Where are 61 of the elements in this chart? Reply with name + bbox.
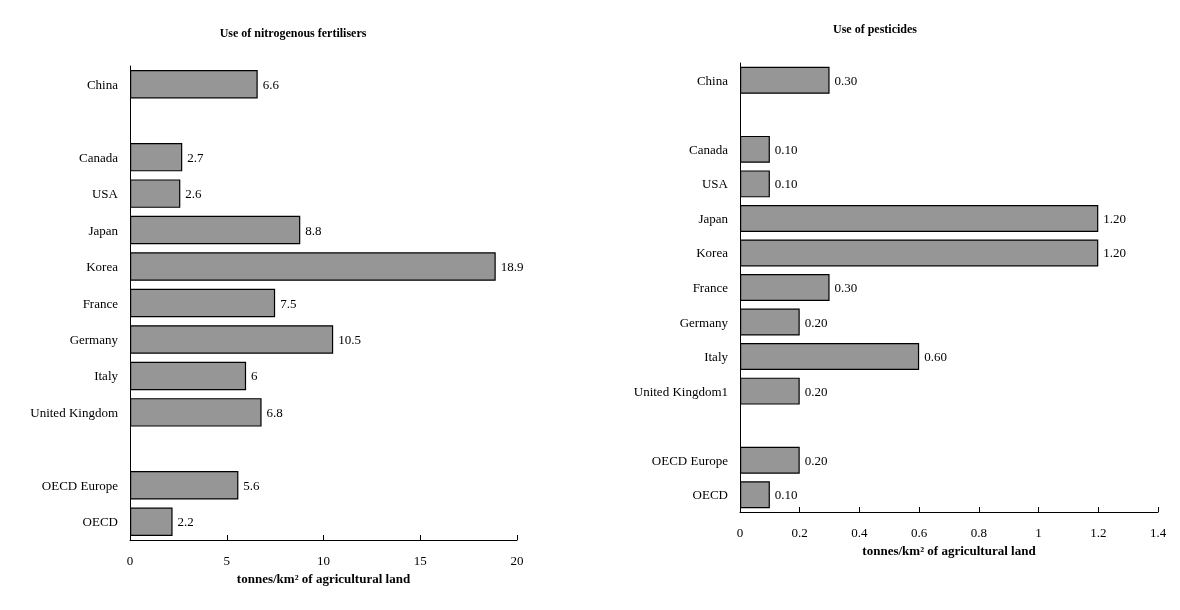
data-label: 2.6 xyxy=(185,186,203,202)
chart-title: Use of nitrogenous fertilisers xyxy=(219,26,367,40)
data-label: 0.20 xyxy=(804,452,828,468)
data-label: 18.9 xyxy=(500,259,524,275)
x-axis-title: tonnes/km² of agricultural land xyxy=(862,542,1037,558)
y-tick-label: Germany xyxy=(69,331,119,347)
data-label: 0.10 xyxy=(774,487,798,503)
y-tick-label: France xyxy=(82,295,119,311)
y-tick-label: China xyxy=(86,76,119,92)
data-label: 6 xyxy=(251,368,259,384)
data-label: 6.8 xyxy=(266,404,283,420)
data-label: 5.6 xyxy=(243,477,261,493)
data-label: 0.20 xyxy=(804,383,828,399)
x-tick-label: 15 xyxy=(413,553,427,568)
chart-title: Use of pesticides xyxy=(833,22,918,36)
y-tick-label: USA xyxy=(701,176,729,192)
y-tick-label: Japan xyxy=(698,210,729,226)
data-label: 1.20 xyxy=(1103,245,1127,261)
x-tick-label: 0.8 xyxy=(970,525,987,540)
y-tick-label: Canada xyxy=(689,141,729,157)
x-tick-label: 0.4 xyxy=(851,525,869,540)
x-tick-label: 0.2 xyxy=(791,525,808,540)
x-tick-label: 1 xyxy=(1035,525,1042,540)
x-tick-label: 1.2 xyxy=(1090,525,1107,540)
y-tick-label: China xyxy=(696,72,729,88)
x-tick-label: 0.6 xyxy=(911,525,928,540)
x-tick-label: 5 xyxy=(223,553,230,568)
y-tick-label: Korea xyxy=(696,245,729,261)
y-tick-label: Germany xyxy=(679,314,729,330)
x-axis-title: tonnes/km² of agricultural land xyxy=(236,570,411,586)
data-label: 8.8 xyxy=(305,222,322,238)
y-tick-label: OECD Europe xyxy=(41,477,119,493)
x-tick-label: 20 xyxy=(510,553,524,568)
data-label: 0.30 xyxy=(834,72,858,88)
data-label: 0.20 xyxy=(804,314,828,330)
data-label: 1.20 xyxy=(1103,210,1127,226)
y-tick-label: OECD xyxy=(692,487,728,503)
x-tick-label: 0 xyxy=(736,525,744,540)
y-tick-label: France xyxy=(692,280,729,295)
data-label: 0.60 xyxy=(924,349,947,365)
x-tick-label: 10 xyxy=(317,553,330,568)
x-tick-label: 0 xyxy=(126,553,134,568)
y-tick-label: OECD xyxy=(82,514,118,530)
data-label: 2.7 xyxy=(187,149,204,165)
y-tick-label: Italy xyxy=(704,349,729,365)
data-label: 0.10 xyxy=(774,141,798,157)
y-tick-label: OECD Europe xyxy=(651,452,729,468)
y-tick-label: Korea xyxy=(86,259,119,275)
data-label: 7.5 xyxy=(280,295,297,311)
y-tick-label: Italy xyxy=(94,368,119,384)
y-tick-label: Canada xyxy=(79,149,119,165)
x-tick-label: 1.4 xyxy=(1149,525,1167,540)
data-label: 2.2 xyxy=(177,514,194,530)
data-label: 0.10 xyxy=(774,176,798,192)
data-label: 0.30 xyxy=(834,280,858,295)
y-tick-label: United Kingdom1 xyxy=(633,383,728,399)
data-label: 6.6 xyxy=(262,76,280,92)
y-tick-label: Japan xyxy=(88,222,119,238)
y-tick-label: USA xyxy=(91,186,119,202)
data-label: 10.5 xyxy=(338,331,361,347)
y-tick-label: United Kingdom xyxy=(30,404,118,420)
